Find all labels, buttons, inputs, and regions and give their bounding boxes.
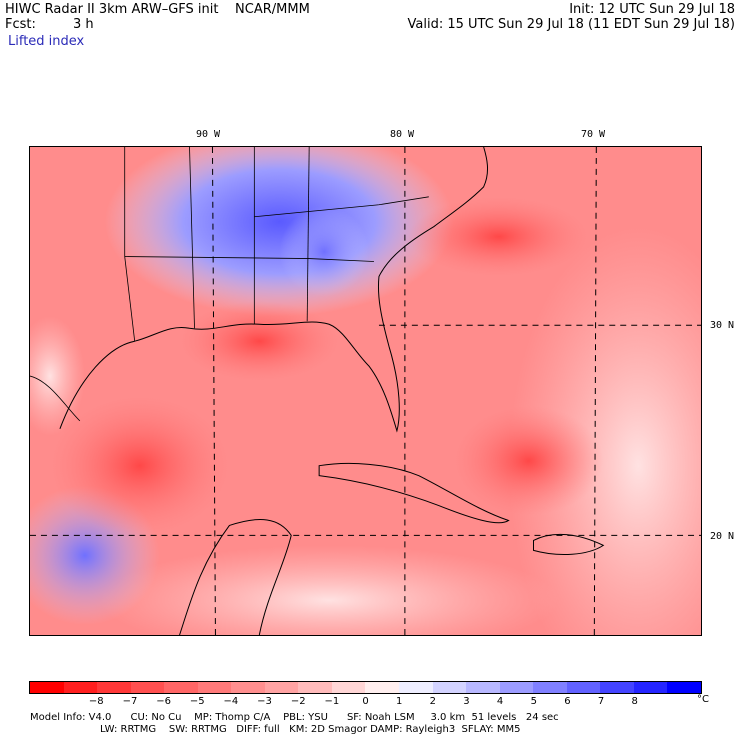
political-borders — [30, 147, 429, 422]
colorbar-swatch — [197, 682, 232, 693]
colorbar-tick-label: −6 — [156, 696, 171, 707]
yucatan-coast — [179, 519, 292, 635]
gulf-coast — [59, 147, 489, 433]
colorbar-tick-label: 2 — [429, 696, 436, 707]
colorbar-swatch — [30, 682, 64, 693]
field-name: Lifted index — [8, 34, 85, 49]
forecast-label: Fcst: — [5, 17, 36, 32]
colorbar-swatch — [63, 682, 98, 693]
stable-core-alabama — [279, 206, 369, 297]
colorbar-tick-label: −1 — [324, 696, 340, 707]
hispaniola-outline — [533, 533, 605, 555]
caribbean-pale-region — [99, 545, 559, 635]
colorbar-tick-label: 7 — [597, 696, 605, 707]
meridian-70w — [593, 147, 597, 635]
stable-region-mexico — [30, 316, 85, 436]
model-info-line-2: LW: RRTMG SW: RRTMG DIFF: full KM: 2D Sm… — [100, 724, 521, 735]
atlantic-pale-region — [508, 226, 701, 635]
colorbar-swatch — [533, 682, 567, 693]
meridian-90w — [211, 147, 216, 635]
unstable-core-gulf — [49, 395, 230, 536]
colorbar-swatch — [432, 682, 467, 693]
valid-time: Valid: 15 UTC Sun 29 Jul 18 (11 EDT Sun … — [407, 17, 735, 32]
cuba-outline — [318, 462, 510, 524]
colorbar-tick-label: 3 — [463, 696, 470, 707]
coastlines — [59, 147, 605, 635]
latitude-label-30n: 30 N — [710, 320, 735, 331]
colorbar-tick-label: −7 — [122, 696, 138, 707]
colorbar-tick-label: 4 — [496, 696, 504, 707]
colorbar-tick-label: −4 — [223, 696, 239, 707]
forecast-hour: 3 h — [73, 17, 94, 32]
colorbar-swatch — [365, 682, 400, 693]
product-title: HIWC Radar II 3km ARW–GFS init NCAR/MMM — [5, 2, 310, 17]
graticule — [30, 147, 701, 635]
latitude-label-20n: 20 N — [710, 531, 735, 542]
colorbar-tick-label: 8 — [631, 696, 638, 707]
colorbar-swatch — [667, 682, 701, 693]
colorbar — [29, 681, 702, 694]
colorbar-swatch — [499, 682, 534, 693]
longitude-label-80w: 80 W — [390, 129, 415, 140]
colorbar-swatch — [231, 682, 265, 693]
colorbar-swatch — [600, 682, 634, 693]
colorbar-ticks: −8 −7 −6 −5 −4 −3 −2 −1 0 1 2 3 4 5 6 7 8 — [29, 696, 702, 708]
longitude-label-70w: 70 W — [581, 129, 606, 140]
colorbar-tick-label: −5 — [189, 696, 205, 707]
colorbar-swatch — [298, 682, 332, 693]
model-info-line-1: Model Info: V4.0 CU: No Cu MP: Thomp C/A… — [30, 712, 559, 723]
colorbar-swatch — [264, 682, 299, 693]
lifted-index-map — [29, 146, 702, 636]
colorbar-swatch — [130, 682, 165, 693]
stable-region-southeast-us — [104, 147, 454, 317]
unstable-core-bahamas — [453, 405, 604, 516]
colorbar-tick-label: −2 — [290, 696, 306, 707]
unstable-core-atlantic — [408, 196, 589, 277]
colorbar-swatch — [466, 682, 500, 693]
colorbar-swatch — [633, 682, 668, 693]
colorbar-tick-label: 1 — [395, 696, 403, 707]
colorbar-unit: °C — [697, 694, 709, 705]
longitude-label-90w: 90 W — [196, 129, 221, 140]
colorbar-swatch — [566, 682, 601, 693]
colorbar-tick-label: −3 — [257, 696, 272, 707]
init-time: Init: 12 UTC Sun 29 Jul 18 — [569, 2, 735, 17]
colorbar-swatch — [97, 682, 131, 693]
colorbar-swatch — [399, 682, 433, 693]
colorbar-swatch — [164, 682, 198, 693]
colorbar-tick-label: 0 — [362, 696, 369, 707]
colorbar-tick-label: 5 — [530, 696, 537, 707]
unstable-core-louisiana — [179, 301, 340, 382]
colorbar-tick-label: 6 — [564, 696, 571, 707]
colorbar-tick-label: −8 — [88, 696, 104, 707]
colorbar-swatch — [331, 682, 366, 693]
